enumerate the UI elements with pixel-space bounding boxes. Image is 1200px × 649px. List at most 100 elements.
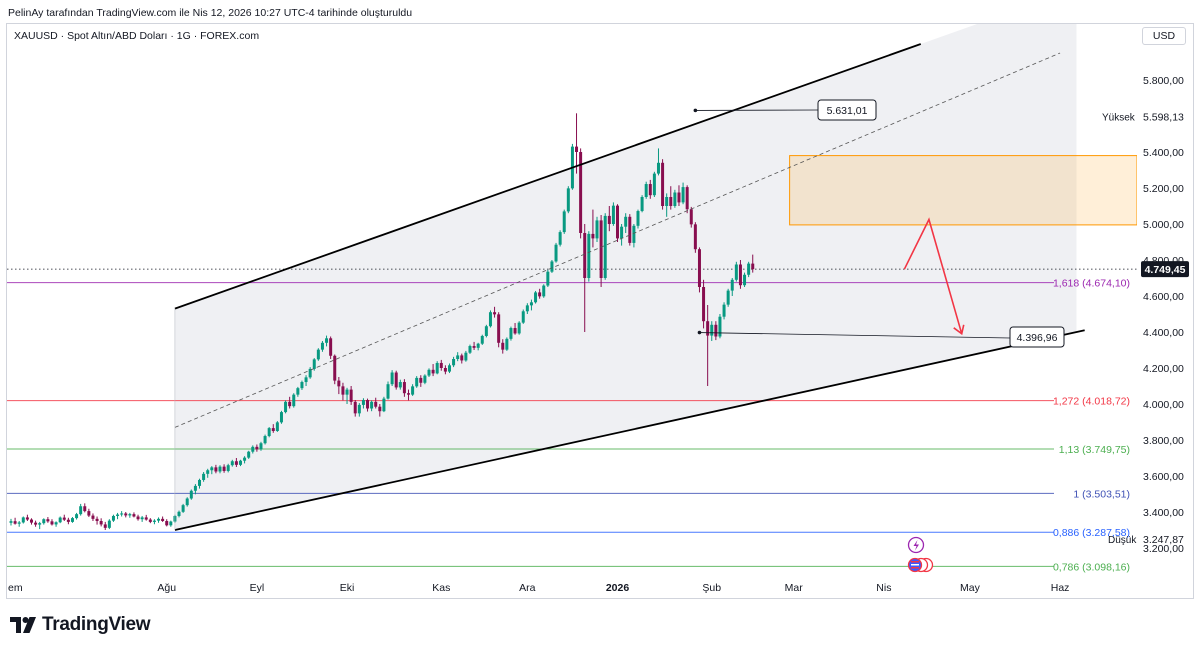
projection-path[interactable] [903,217,963,335]
candle-body[interactable] [230,461,234,466]
candle-body[interactable] [271,428,275,431]
candle-body[interactable] [275,422,279,431]
candle-body[interactable] [480,335,484,344]
candle-body[interactable] [267,428,271,437]
candle-body[interactable] [652,173,656,196]
candle-body[interactable] [730,279,734,291]
candle-body[interactable] [747,263,751,275]
candle-body[interactable] [66,519,70,522]
candle-body[interactable] [62,517,66,520]
candle-body[interactable] [431,369,435,374]
candle-body[interactable] [632,225,636,243]
candle-body[interactable] [689,209,693,225]
candle-body[interactable] [79,506,83,515]
candle-body[interactable] [726,290,730,305]
candle-body[interactable] [587,233,591,278]
candle-body[interactable] [558,232,562,245]
candle-body[interactable] [464,352,468,361]
candle-body[interactable] [472,346,476,348]
candle-body[interactable] [333,355,337,381]
candle-body[interactable] [583,233,587,278]
candle-body[interactable] [697,249,701,287]
candle-body[interactable] [460,355,464,361]
candle-body[interactable] [488,312,492,327]
candle-body[interactable] [111,515,115,521]
candle-body[interactable] [58,517,62,523]
candle-body[interactable] [251,446,255,452]
candle-body[interactable] [103,524,107,528]
candle-body[interactable] [484,326,488,336]
candle-body[interactable] [501,342,505,350]
candle-body[interactable] [38,523,42,525]
candle-body[interactable] [21,517,25,523]
candle-body[interactable] [423,375,427,383]
channel-lower-line[interactable] [174,329,1085,531]
lightning-event-icon[interactable] [907,536,925,554]
candle-body[interactable] [316,349,320,360]
candle-body[interactable] [468,346,472,353]
candle-body[interactable] [636,211,640,226]
candle-body[interactable] [411,386,415,395]
candle-body[interactable] [534,292,538,303]
candle-body[interactable] [75,514,79,519]
candle-body[interactable] [407,393,411,395]
candle-body[interactable] [456,355,460,359]
candle-body[interactable] [288,401,292,407]
candle-body[interactable] [644,184,648,197]
candle-body[interactable] [378,406,382,412]
candle-body[interactable] [25,517,29,520]
candle-body[interactable] [222,466,226,471]
resistance-zone[interactable] [789,155,1137,226]
candle-body[interactable] [628,216,632,243]
candle-body[interactable] [181,505,185,512]
candle-body[interactable] [620,226,624,239]
candle-body[interactable] [263,436,267,444]
candle-body[interactable] [13,521,17,524]
candle-body[interactable] [243,457,247,461]
candle-body[interactable] [144,517,148,520]
candle-body[interactable] [193,485,197,491]
candle-body[interactable] [566,188,570,212]
candle-body[interactable] [681,187,685,203]
candle-body[interactable] [706,321,710,336]
candle-body[interactable] [206,470,210,474]
candle-body[interactable] [238,460,242,465]
candle-body[interactable] [54,522,58,525]
candle-body[interactable] [124,513,128,516]
candle-body[interactable] [722,304,726,317]
candle-body[interactable] [718,316,722,337]
candle-body[interactable] [542,285,546,297]
candle-body[interactable] [161,518,165,521]
candle-body[interactable] [83,506,87,512]
candle-body[interactable] [575,146,579,152]
symbol-title[interactable]: XAUUSD · Spot Altın/ABD Doları · 1G · FO… [14,30,260,42]
candle-body[interactable] [562,211,566,233]
candle-body[interactable] [603,215,607,278]
candle-body[interactable] [296,388,300,395]
candle-body[interactable] [505,338,509,350]
candle-body[interactable] [493,312,497,315]
candle-body[interactable] [345,389,349,395]
candle-body[interactable] [148,519,152,522]
candle-body[interactable] [300,382,304,389]
candle-body[interactable] [50,521,54,525]
candle-body[interactable] [656,162,660,174]
candle-body[interactable] [361,400,365,405]
candle-body[interactable] [292,394,296,407]
candle-body[interactable] [435,362,439,374]
channel-upper-line[interactable] [174,43,922,310]
candle-body[interactable] [599,220,603,278]
candle-body[interactable] [591,233,595,239]
candle-body[interactable] [320,342,324,350]
candle-body[interactable] [693,224,697,250]
candle-body[interactable] [284,401,288,413]
candle-body[interactable] [616,205,620,239]
candle-body[interactable] [34,522,38,525]
candle-body[interactable] [538,292,542,297]
candle-body[interactable] [226,465,230,471]
candle-body[interactable] [255,446,259,450]
candle-body[interactable] [661,162,665,206]
candle-body[interactable] [497,314,501,343]
candle-body[interactable] [447,365,451,372]
candle-body[interactable] [607,215,611,224]
